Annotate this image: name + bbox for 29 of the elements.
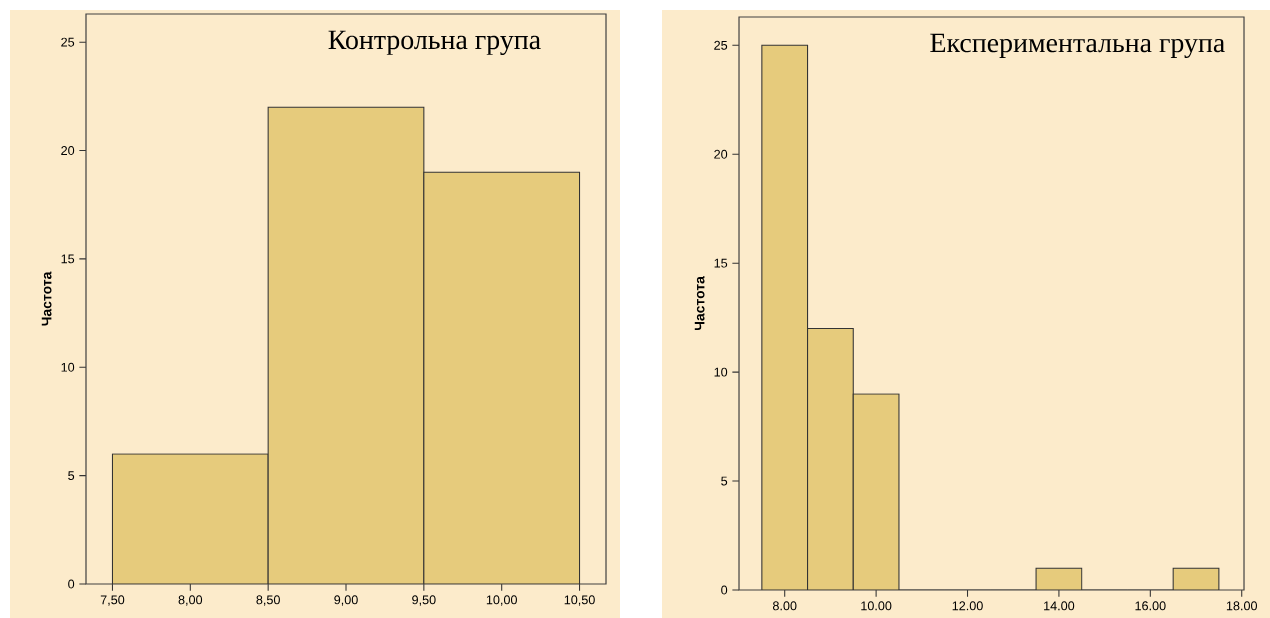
x-tick-label: 10.00 <box>861 601 892 611</box>
y-tick-label: 10 <box>714 367 728 377</box>
y-tick-label: 0 <box>721 585 728 595</box>
y-tick-label: 15 <box>714 258 728 268</box>
y-tick-label: 5 <box>68 471 75 481</box>
x-tick-label: 16.00 <box>1135 601 1166 611</box>
y-tick-label: 15 <box>61 254 75 264</box>
y-tick-label: 25 <box>61 37 75 47</box>
y-tick-label: 20 <box>61 146 75 155</box>
text: Експериментальна група <box>930 33 1225 59</box>
text: Контрольна група <box>328 30 541 55</box>
x-tick-label: 14.00 <box>1044 601 1075 611</box>
x-tick-label: 8.00 <box>772 601 797 611</box>
x-tick-label: 7,50 <box>100 595 125 606</box>
y-tick-label: 25 <box>714 40 728 50</box>
x-tick-label: 8,50 <box>256 595 280 606</box>
y-tick-label: 10 <box>61 362 75 372</box>
y-tick-label: 0 <box>68 579 75 589</box>
y-tick-label: 5 <box>721 476 728 486</box>
y-axis-title: Частота <box>41 271 52 326</box>
x-tick-label: 10,00 <box>486 595 517 606</box>
x-tick-label: 9,00 <box>334 595 358 606</box>
x-tick-label: 18.00 <box>1226 601 1258 611</box>
x-tick-label: 10,50 <box>564 595 595 606</box>
x-tick-label: 8,00 <box>178 595 203 606</box>
x-tick-label: 9,50 <box>412 595 436 606</box>
y-axis-title: Частота <box>694 276 705 331</box>
x-tick-label: 12.00 <box>952 601 983 611</box>
y-tick-label: 20 <box>714 149 728 159</box>
